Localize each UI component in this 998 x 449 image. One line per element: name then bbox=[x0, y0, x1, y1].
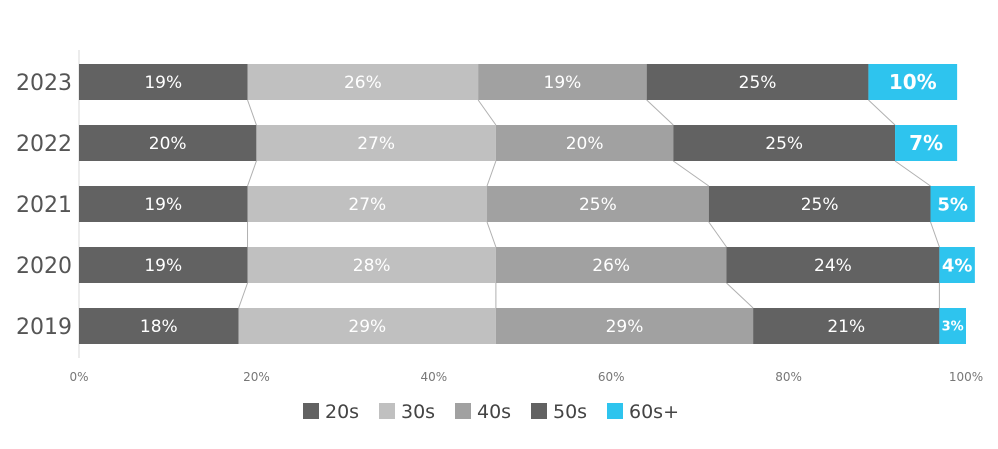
bar-segment bbox=[939, 308, 966, 344]
bar-segment bbox=[247, 64, 479, 100]
legend-swatch bbox=[607, 403, 623, 419]
data-label: 19% bbox=[144, 73, 182, 93]
data-label: 26% bbox=[344, 73, 382, 93]
legend: 20s 30s 40s 50s 60s+ bbox=[303, 401, 679, 423]
legend-label: 60s+ bbox=[629, 401, 679, 423]
data-label: 7% bbox=[909, 131, 943, 155]
connector-line bbox=[486, 221, 497, 248]
bar-segment bbox=[708, 186, 931, 222]
bar-segment bbox=[495, 247, 727, 283]
connector-line bbox=[247, 99, 257, 126]
legend-label: 30s bbox=[401, 401, 435, 423]
bar-segment bbox=[868, 64, 958, 100]
bar-segment bbox=[79, 64, 248, 100]
bar-segment bbox=[726, 247, 940, 283]
legend-swatch bbox=[531, 403, 547, 419]
x-tick-label: 100% bbox=[949, 370, 983, 384]
data-label: 19% bbox=[144, 256, 182, 276]
data-labels: 19% 26% 19% 25% 10% 20% 27% 20% 25% 7% 19% 27% 25% 25… bbox=[140, 70, 972, 337]
data-label: 27% bbox=[357, 134, 395, 154]
category-label: 2020 bbox=[16, 254, 72, 279]
data-label: 25% bbox=[739, 73, 777, 93]
data-label: 25% bbox=[765, 134, 803, 154]
data-label: 3% bbox=[942, 320, 964, 335]
data-label: 18% bbox=[140, 317, 178, 337]
data-label: 29% bbox=[348, 317, 386, 337]
data-label: 10% bbox=[889, 70, 937, 94]
data-label: 29% bbox=[606, 317, 644, 337]
category-label: 2021 bbox=[16, 193, 72, 218]
data-label: 28% bbox=[353, 256, 391, 276]
data-label: 25% bbox=[579, 195, 617, 215]
category-label: 2022 bbox=[16, 132, 72, 157]
bar-segment bbox=[478, 64, 647, 100]
connector-line bbox=[708, 221, 727, 248]
bar-segment bbox=[79, 186, 248, 222]
bar-segment bbox=[495, 308, 754, 344]
connector-line bbox=[247, 160, 257, 187]
connector-line bbox=[477, 99, 497, 126]
legend-swatch bbox=[379, 403, 395, 419]
bar-segment bbox=[256, 125, 496, 161]
data-label: 5% bbox=[937, 194, 968, 215]
data-label: 20% bbox=[566, 134, 604, 154]
legend-swatch bbox=[303, 403, 319, 419]
x-tick-label: 60% bbox=[598, 370, 625, 384]
data-label: 19% bbox=[144, 195, 182, 215]
data-label: 26% bbox=[592, 256, 630, 276]
data-label: 19% bbox=[544, 73, 582, 93]
x-tick-label: 80% bbox=[775, 370, 802, 384]
category-label: 2023 bbox=[16, 71, 72, 96]
data-label: 21% bbox=[827, 317, 865, 337]
connector-line bbox=[930, 221, 940, 248]
data-label: 4% bbox=[942, 255, 973, 276]
bar-segment bbox=[673, 125, 896, 161]
connector-line bbox=[868, 99, 896, 126]
bar-segment bbox=[79, 247, 248, 283]
legend-swatch bbox=[455, 403, 471, 419]
connector-line bbox=[486, 160, 497, 187]
bar-segment bbox=[930, 186, 975, 222]
data-label: 25% bbox=[801, 195, 839, 215]
connector-line bbox=[646, 99, 674, 126]
bar-segment bbox=[939, 247, 975, 283]
data-label: 20% bbox=[149, 134, 187, 154]
x-tick-label: 0% bbox=[69, 370, 88, 384]
bar-segment bbox=[79, 308, 239, 344]
data-label: 27% bbox=[348, 195, 386, 215]
category-labels: 2023 2022 2021 2020 2019 bbox=[16, 71, 72, 340]
bar-segment bbox=[247, 186, 488, 222]
bar-segment bbox=[646, 64, 869, 100]
connector-line bbox=[726, 282, 754, 309]
bar-segment bbox=[753, 308, 940, 344]
connector-line bbox=[238, 282, 249, 309]
connector-lines bbox=[238, 99, 940, 309]
bar-segment bbox=[495, 125, 674, 161]
legend-label: 20s bbox=[325, 401, 359, 423]
category-label: 2019 bbox=[16, 315, 72, 340]
x-tick-label: 40% bbox=[420, 370, 447, 384]
bar-segment bbox=[895, 125, 958, 161]
legend-label: 50s bbox=[553, 401, 587, 423]
bar-segment bbox=[238, 308, 496, 344]
bar-segment bbox=[79, 125, 257, 161]
bar-segment bbox=[247, 247, 496, 283]
bar-segment bbox=[487, 186, 709, 222]
connector-line bbox=[894, 160, 931, 187]
connector-line bbox=[673, 160, 710, 187]
x-tick-label: 20% bbox=[243, 370, 270, 384]
bars bbox=[79, 64, 975, 344]
data-label: 24% bbox=[814, 256, 852, 276]
legend-label: 40s bbox=[477, 401, 511, 423]
x-tick-labels: 0% 20% 40% 60% 80% 100% bbox=[69, 370, 983, 384]
